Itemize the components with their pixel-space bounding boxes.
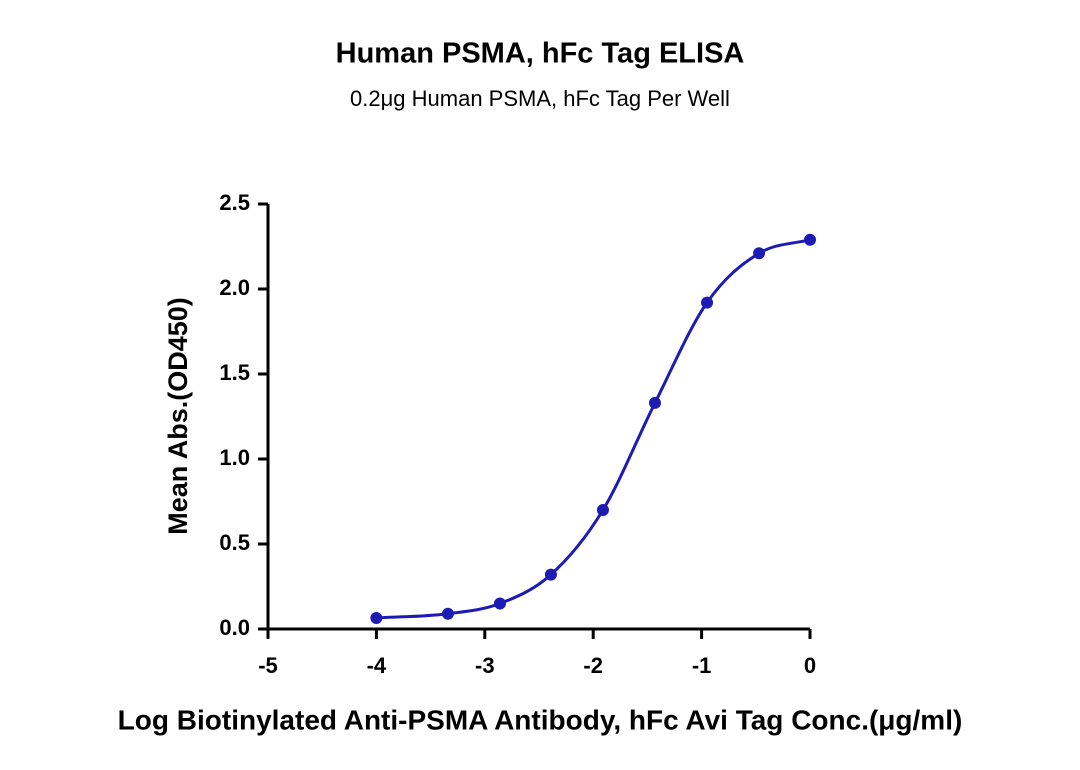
x-axis-label: Log Biotinylated Anti-PSMA Antibody, hFc… xyxy=(118,704,963,735)
data-point xyxy=(804,233,816,246)
data-point xyxy=(544,568,557,581)
y-tick-label: 0.0 xyxy=(219,615,250,640)
data-point xyxy=(648,396,661,409)
data-point xyxy=(596,504,609,516)
fit-line xyxy=(376,238,811,620)
data-point xyxy=(753,247,766,260)
data-point xyxy=(701,296,714,309)
y-tick-label: 1.5 xyxy=(219,360,250,385)
y-axis-label: Mean Abs.(OD450) xyxy=(163,297,193,535)
y-tick-label: 2.0 xyxy=(219,275,250,300)
chart-title: Human PSMA, hFc Tag ELISA xyxy=(336,38,745,70)
chart-subtitle: 0.2μg Human PSMA, hFc Tag Per Well xyxy=(350,86,730,111)
y-tick-label: 2.5 xyxy=(219,190,250,215)
x-tick-label: 0 xyxy=(804,653,816,678)
y-tick-label: 0.5 xyxy=(219,530,250,555)
y-tick-label: 1.0 xyxy=(219,445,250,470)
x-tick-label: -3 xyxy=(475,653,495,678)
data-point xyxy=(493,597,506,610)
x-tick-label: -2 xyxy=(583,653,603,678)
x-tick-label: -5 xyxy=(258,653,278,678)
x-tick-label: -1 xyxy=(692,653,712,678)
x-tick-label: -4 xyxy=(367,653,387,678)
data-point xyxy=(370,611,383,624)
data-point xyxy=(441,607,454,620)
